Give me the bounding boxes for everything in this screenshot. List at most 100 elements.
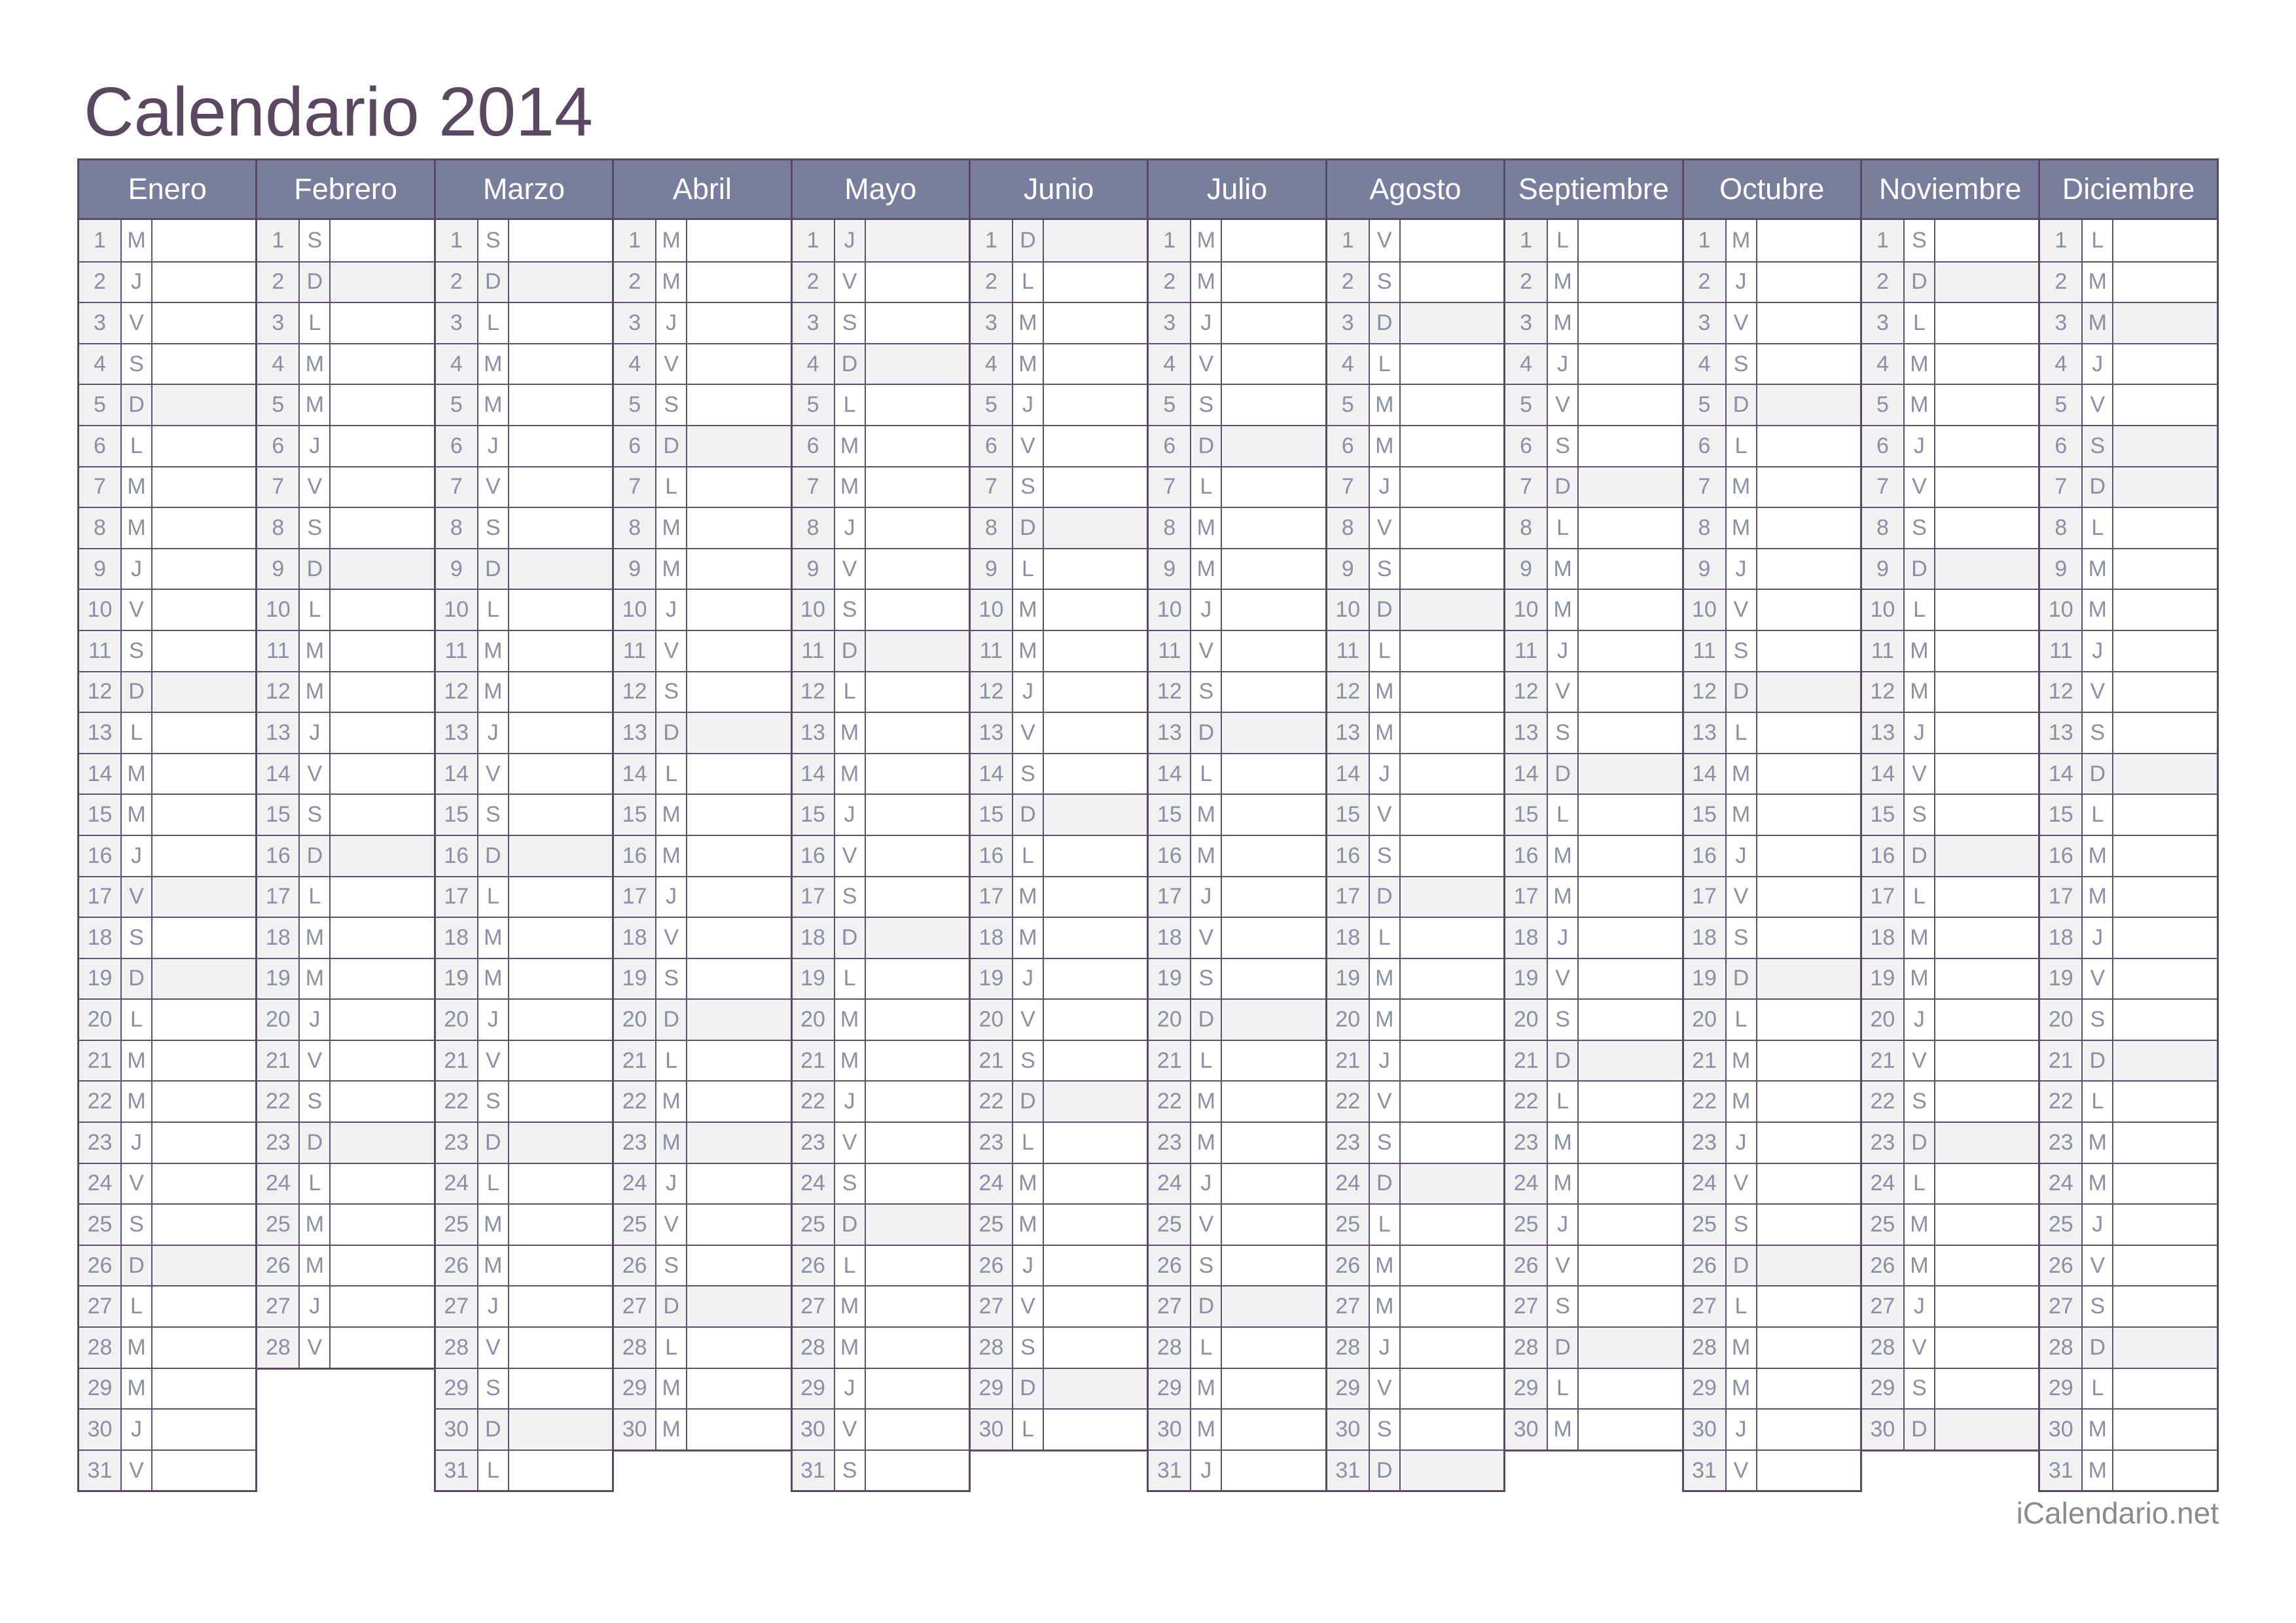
month-column-junio: Junio 1 D 2 L 3 M 4 M 5 J 6 V 7 S 8 D 9 L 10 M 11 M 12 J 13 V 14 S 15… xyxy=(968,158,1149,1451)
day-note-cell xyxy=(509,1000,613,1040)
day-letter-cell: M xyxy=(1191,220,1223,261)
day-row: 25 J xyxy=(1505,1203,1682,1245)
day-number-cell: 6 xyxy=(79,426,122,466)
day-number-cell: 19 xyxy=(1327,958,1370,999)
day-row: 23 L xyxy=(970,1122,1147,1163)
day-number-cell: 30 xyxy=(2040,1410,2083,1450)
day-note-cell xyxy=(2113,549,2217,589)
day-note-cell xyxy=(1935,877,2039,917)
day-number-cell: 8 xyxy=(970,508,1013,548)
day-letter-cell: S xyxy=(300,508,331,548)
day-letter-cell: M xyxy=(1191,1368,1223,1409)
day-row: 22 J xyxy=(792,1080,969,1122)
day-note-cell xyxy=(2113,1368,2217,1409)
day-note-cell xyxy=(1579,877,1682,917)
day-number-cell: 30 xyxy=(1505,1410,1549,1450)
day-letter-cell: V xyxy=(300,1328,331,1368)
day-number-cell: 12 xyxy=(79,672,122,712)
day-note-cell xyxy=(331,1245,434,1286)
day-letter-cell: J xyxy=(834,1082,866,1122)
day-note-cell xyxy=(1400,958,1504,999)
day-letter-cell: L xyxy=(300,303,331,343)
day-note-cell xyxy=(1757,795,1860,835)
day-letter-cell: V xyxy=(834,1410,866,1450)
day-letter-cell: L xyxy=(300,877,331,917)
day-note-cell xyxy=(1935,958,2039,999)
day-letter-cell: S xyxy=(122,630,152,671)
day-number-cell: 26 xyxy=(1327,1245,1370,1286)
day-number-cell: 24 xyxy=(2040,1163,2083,1204)
day-row: 15 S xyxy=(257,793,434,835)
day-letter-cell: V xyxy=(656,630,688,671)
day-note-cell xyxy=(1043,508,1147,548)
day-number-cell: 22 xyxy=(1505,1082,1549,1122)
day-note-cell xyxy=(152,508,256,548)
day-row: 12 M xyxy=(257,670,434,712)
day-row: 25 L xyxy=(1327,1203,1504,1245)
day-letter-cell: L xyxy=(1548,508,1579,548)
day-row: 20 D xyxy=(614,998,791,1040)
day-number-cell: 9 xyxy=(2040,549,2083,589)
day-note-cell xyxy=(687,754,791,794)
day-number-cell: 6 xyxy=(792,426,835,466)
day-row: 22 D xyxy=(970,1080,1147,1122)
day-letter-cell: M xyxy=(478,344,509,384)
day-letter-cell: V xyxy=(656,918,688,958)
day-row: 27 S xyxy=(1505,1285,1682,1327)
day-letter-cell: V xyxy=(2083,1245,2114,1286)
day-note-cell xyxy=(2113,262,2217,302)
day-note-cell xyxy=(1043,918,1147,958)
day-note-cell xyxy=(1935,220,2039,261)
day-row: 29 J xyxy=(792,1367,969,1409)
day-row: 13 S xyxy=(1505,712,1682,753)
day-number-cell: 28 xyxy=(257,1328,300,1368)
day-row: 24 L xyxy=(1861,1162,2039,1204)
day-note-cell xyxy=(1222,1410,1325,1450)
day-letter-cell: L xyxy=(122,1000,152,1040)
day-letter-cell: L xyxy=(1904,877,1935,917)
day-row: 12 V xyxy=(2040,670,2217,712)
day-letter-cell: S xyxy=(656,672,688,712)
day-note-cell xyxy=(687,508,791,548)
day-letter-cell: M xyxy=(122,1040,152,1081)
day-row: 13 M xyxy=(792,712,969,753)
month-header: Julio xyxy=(1149,160,1325,220)
day-number-cell: 2 xyxy=(79,262,122,302)
day-letter-cell: J xyxy=(1013,1245,1044,1286)
day-note-cell xyxy=(1757,1368,1860,1409)
day-number-cell: 10 xyxy=(614,590,657,630)
day-number-cell: 23 xyxy=(257,1123,300,1163)
day-letter-cell: J xyxy=(1191,877,1223,917)
day-note-cell xyxy=(509,1450,613,1491)
day-letter-cell: L xyxy=(1726,426,1757,466)
day-letter-cell: M xyxy=(834,1000,866,1040)
day-row: 10 L xyxy=(257,589,434,630)
day-number-cell: 14 xyxy=(1683,754,1727,794)
day-letter-cell: J xyxy=(122,1410,152,1450)
day-note-cell xyxy=(687,1000,791,1040)
month-column-marzo: Marzo 1 S 2 D 3 L 4 M 5 M 6 J 7 V 8 S 9 D 10 L 11 M 12 M 13 J 14 V 15… xyxy=(433,158,615,1493)
day-row: 20 J xyxy=(1861,998,2039,1040)
day-number-cell: 30 xyxy=(1327,1410,1370,1450)
day-number-cell: 20 xyxy=(2040,1000,2083,1040)
day-number-cell: 27 xyxy=(1505,1286,1549,1327)
day-number-cell: 2 xyxy=(1327,262,1370,302)
day-letter-cell: M xyxy=(1548,835,1579,876)
day-letter-cell: D xyxy=(1191,1286,1223,1327)
day-note-cell xyxy=(331,754,434,794)
day-note-cell xyxy=(865,385,969,425)
day-number-cell: 14 xyxy=(1861,754,1905,794)
day-number-cell: 15 xyxy=(1683,795,1727,835)
day-number-cell: 21 xyxy=(435,1040,478,1081)
day-number-cell: 18 xyxy=(2040,918,2083,958)
day-number-cell: 26 xyxy=(257,1245,300,1286)
day-note-cell xyxy=(1043,303,1147,343)
day-note-cell xyxy=(1935,713,2039,753)
